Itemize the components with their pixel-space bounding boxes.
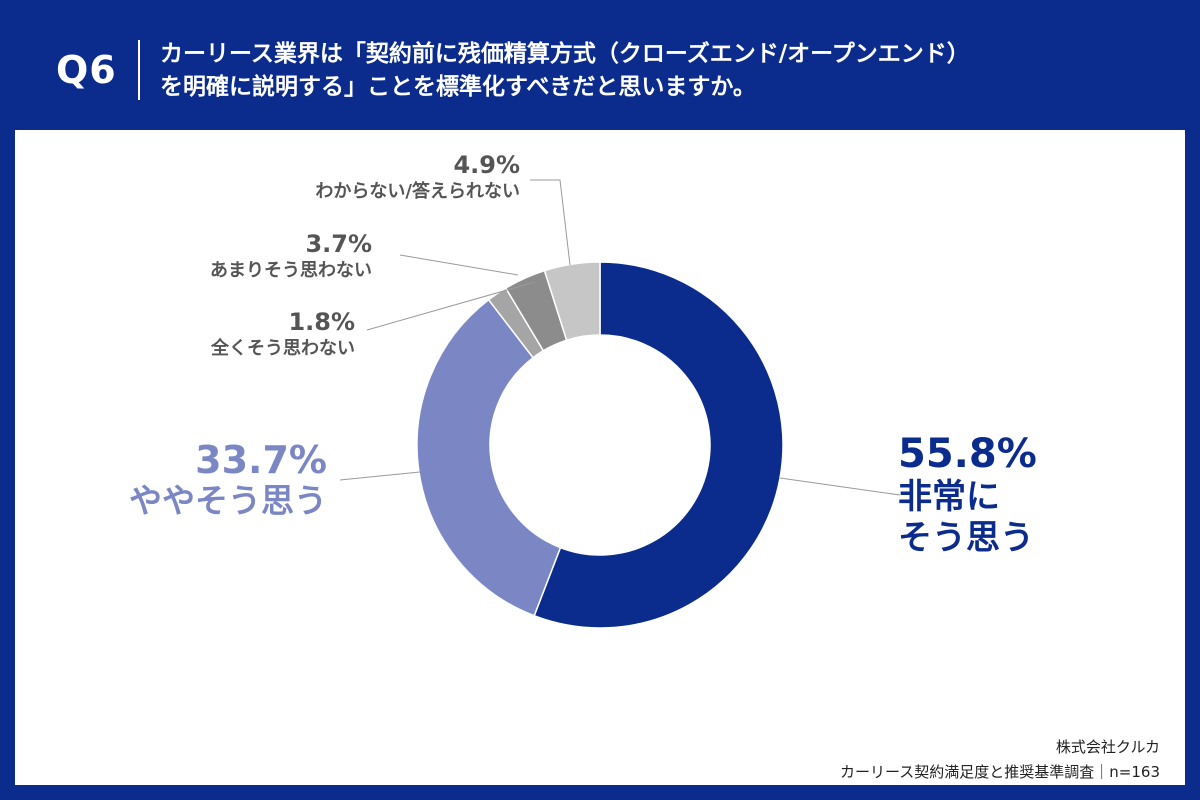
slice-label-name-somewhat: ややそう思う <box>129 481 327 520</box>
slice-label-name-very-much-2: そう思う <box>898 518 1034 558</box>
slice-label-pct-not-much: 3.7% <box>305 230 372 258</box>
chart-panel: 55.8% 非常に そう思う 33.7% ややそう思う 1.8% 全くそう思わな… <box>15 130 1185 785</box>
slice-label-pct-not-at-all: 1.8% <box>288 308 355 336</box>
slice-label-pct-somewhat: 33.7% <box>195 438 327 482</box>
donut-slices <box>416 261 784 629</box>
leader-line-1 <box>779 477 901 496</box>
header-band: Q6 カーリース業界は「契約前に残価精算方式（クローズエンド/オープンエンド） … <box>0 0 1200 130</box>
question-line-2: を明確に説明する」ことを標準化すべきだと思いますか。 <box>160 74 756 100</box>
question-number: Q6 <box>56 48 117 92</box>
slice-label-pct-dont-know: 4.9% <box>453 151 520 179</box>
donut-chart: 55.8% 非常に そう思う 33.7% ややそう思う 1.8% 全くそう思わな… <box>129 151 1037 629</box>
slice-label-name-very-much-1: 非常に <box>898 477 1000 517</box>
slice-dont-know <box>543 261 601 342</box>
leader-line-3 <box>366 281 536 331</box>
footer-source: 株式会社クルカ カーリース契約満足度と推奨基準調査｜n=163 <box>840 735 1160 785</box>
leader-line-2 <box>339 471 421 481</box>
slice-label-pct-very-much: 55.8% <box>898 431 1037 477</box>
slice-label-name-dont-know: わからない/答えられない <box>315 180 520 202</box>
leader-line-4 <box>399 254 519 276</box>
slice-very-much <box>533 261 784 629</box>
slice-somewhat <box>416 298 562 617</box>
question-line-1: カーリース業界は「契約前に残価精算方式（クローズエンド/オープンエンド） <box>160 41 970 67</box>
header-divider <box>138 40 140 100</box>
question-text: カーリース業界は「契約前に残価精算方式（クローズエンド/オープンエンド） を明確… <box>160 38 1160 104</box>
slice-label-name-not-much: あまりそう思わない <box>210 260 372 281</box>
footer-survey: カーリース契約満足度と推奨基準調査｜n=163 <box>840 763 1160 781</box>
slice-label-name-not-at-all: 全くそう思わない <box>210 337 355 359</box>
leader-line-5 <box>530 179 571 266</box>
footer-company: 株式会社クルカ <box>1055 738 1160 756</box>
